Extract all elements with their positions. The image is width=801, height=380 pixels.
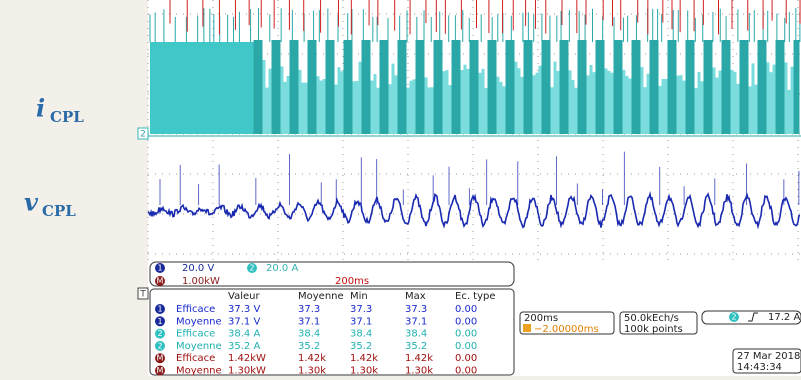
ch1-scale: 20.0 V — [182, 263, 214, 274]
column-header: Moyenne — [298, 291, 344, 302]
measurement-cell: 37.3 — [298, 304, 320, 315]
measurement-cell: 1.42k — [350, 353, 378, 364]
badge-label: 2 — [157, 341, 162, 350]
measurement-cell: 37.3 — [405, 304, 427, 315]
measurement-cell: 1.42k — [405, 353, 433, 364]
measurement-cell: 0.00 — [455, 316, 477, 327]
column-header: Max — [405, 291, 426, 302]
scope-screenshot: i CPL v CPL 2 T 1 20.0 V 2 20.0 A M 1.00… — [0, 0, 801, 376]
badge-label: 1 — [157, 264, 162, 273]
measurement-cell: 35.2 — [350, 341, 372, 352]
signal-subscript: CPL — [42, 202, 76, 220]
badge-label: 2 — [249, 264, 254, 273]
measurement-cell: 37.3 V — [228, 304, 260, 315]
measurement-cell: 38.4 — [298, 329, 320, 340]
badge-label: M — [157, 354, 164, 363]
ch2-scale: 20.0 A — [266, 263, 298, 274]
badge-label: M — [157, 277, 164, 286]
measurement-cell: 38.4 — [405, 329, 427, 340]
badge-label: 2 — [157, 329, 162, 338]
badge-label: 1 — [157, 305, 162, 314]
measurement-cell: 37.1 — [350, 316, 372, 327]
measurement-cell: 38.4 — [350, 329, 372, 340]
measurement-cell: 1.30k — [350, 366, 378, 377]
measurement-name: Efficace — [176, 353, 215, 364]
badge-label: 2 — [731, 313, 736, 322]
measurement-cell: 38.4 A — [228, 329, 260, 340]
measurement-cell: 37.1 — [405, 316, 427, 327]
math-scale: 1.00kW — [182, 276, 220, 287]
math-timebase: 200ms — [335, 276, 369, 287]
trigger-marker-label: T — [139, 290, 146, 300]
measurement-name: Moyenne — [176, 316, 222, 327]
sample-rate: 50.0kEch/s — [624, 313, 679, 324]
measurement-cell: 0.00 — [455, 341, 477, 352]
badge-label: M — [157, 366, 164, 375]
measurement-cell: 35.2 — [405, 341, 427, 352]
signal-subscript: CPL — [50, 108, 84, 126]
measurement-cell: 37.1 V — [228, 316, 260, 327]
column-header: Ec. type — [455, 291, 496, 302]
date: 27 Mar 2018 — [737, 351, 800, 362]
measurement-cell: 1.30k — [298, 366, 326, 377]
measurement-cell: 0.00 — [455, 353, 477, 364]
signal-symbol: i — [36, 94, 45, 123]
channel-marker-label: 2 — [140, 130, 146, 140]
measurement-name: Efficace — [176, 329, 215, 340]
signal-symbol: v — [24, 188, 39, 217]
time: 14:43:34 — [737, 362, 782, 373]
measurement-cell: 0.00 — [455, 329, 477, 340]
measurement-cell: 0.00 — [455, 366, 477, 377]
record-length: 100k points — [624, 324, 683, 335]
measurement-cell: 37.3 — [350, 304, 372, 315]
measurement-cell: 1.30k — [405, 366, 433, 377]
measurement-cell: 1.30kW — [228, 366, 266, 377]
current-band — [150, 42, 255, 134]
timebase: 200ms — [524, 313, 558, 324]
column-header: Min — [350, 291, 368, 302]
badge-label: 1 — [157, 317, 162, 326]
column-header: Valeur — [228, 291, 260, 302]
measurement-name: Efficace — [176, 304, 215, 315]
measurement-cell: 35.2 — [298, 341, 320, 352]
measurement-cell: 1.42k — [298, 353, 326, 364]
measurement-cell: 35.2 A — [228, 341, 260, 352]
trigger-level: 17.2 A — [768, 312, 800, 323]
measurement-cell: 1.42kW — [228, 353, 266, 364]
measurement-cell: 0.00 — [455, 304, 477, 315]
measurement-name: Moyenne — [176, 366, 222, 377]
delay-icon — [523, 324, 531, 332]
delay: −2.00000ms — [534, 324, 599, 335]
measurement-cell: 37.1 — [298, 316, 320, 327]
measurement-name: Moyenne — [176, 341, 222, 352]
